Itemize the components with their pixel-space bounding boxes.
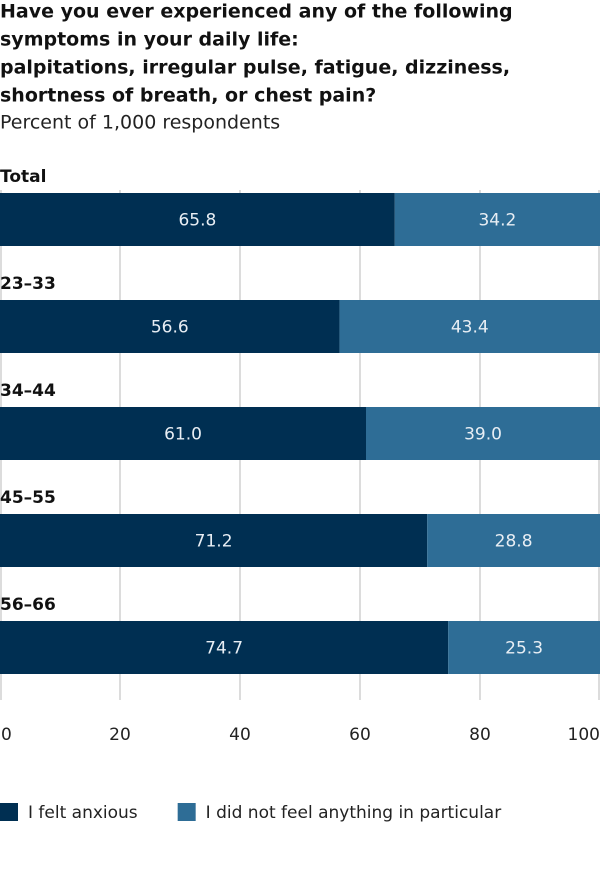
legend-label: I did not feel anything in particular [206,803,502,823]
x-tick-label: 20 [109,725,131,745]
value-label: 65.8 [178,211,216,231]
bar-segment [339,300,600,353]
category-label: Total [0,167,46,187]
bar-segment [0,514,428,567]
bar-segment [0,621,449,674]
value-label: 56.6 [151,318,189,338]
x-tick-label: 80 [469,725,491,745]
chart-title: symptoms in your daily life: [0,29,299,51]
bar-segment [427,514,600,567]
chart-title: palpitations, irregular pulse, fatigue, … [0,57,510,79]
chart-title: shortness of breath, or chest pain? [0,85,376,107]
x-tick-label: 100 [568,725,600,745]
bar-segment [0,193,395,246]
value-label: 71.2 [195,532,233,552]
legend-swatch [177,803,196,821]
value-label: 34.2 [478,211,516,231]
bar-segment [366,407,600,460]
x-tick-label: 60 [349,725,371,745]
chart-subtitle: Percent of 1,000 respondents [0,112,280,134]
value-label: 39.0 [464,425,502,445]
category-label: 45–55 [0,488,56,508]
value-label: 25.3 [505,639,543,659]
bar-segment [394,193,600,246]
bar-segment [448,621,600,674]
value-label: 61.0 [164,425,202,445]
bar-segment [0,407,366,460]
value-label: 43.4 [451,318,489,338]
chart-title: Have you ever experienced any of the fol… [0,1,513,23]
value-label: 74.7 [205,639,243,659]
legend-swatch [0,803,18,821]
category-label: 34–44 [0,381,56,401]
x-tick-label: 40 [229,725,251,745]
legend-label: I felt anxious [28,803,138,823]
category-label: 23–33 [0,274,56,294]
value-label: 28.8 [495,532,533,552]
x-tick-label: 0 [1,725,12,745]
bar-segment [0,300,340,353]
category-label: 56–66 [0,595,56,615]
